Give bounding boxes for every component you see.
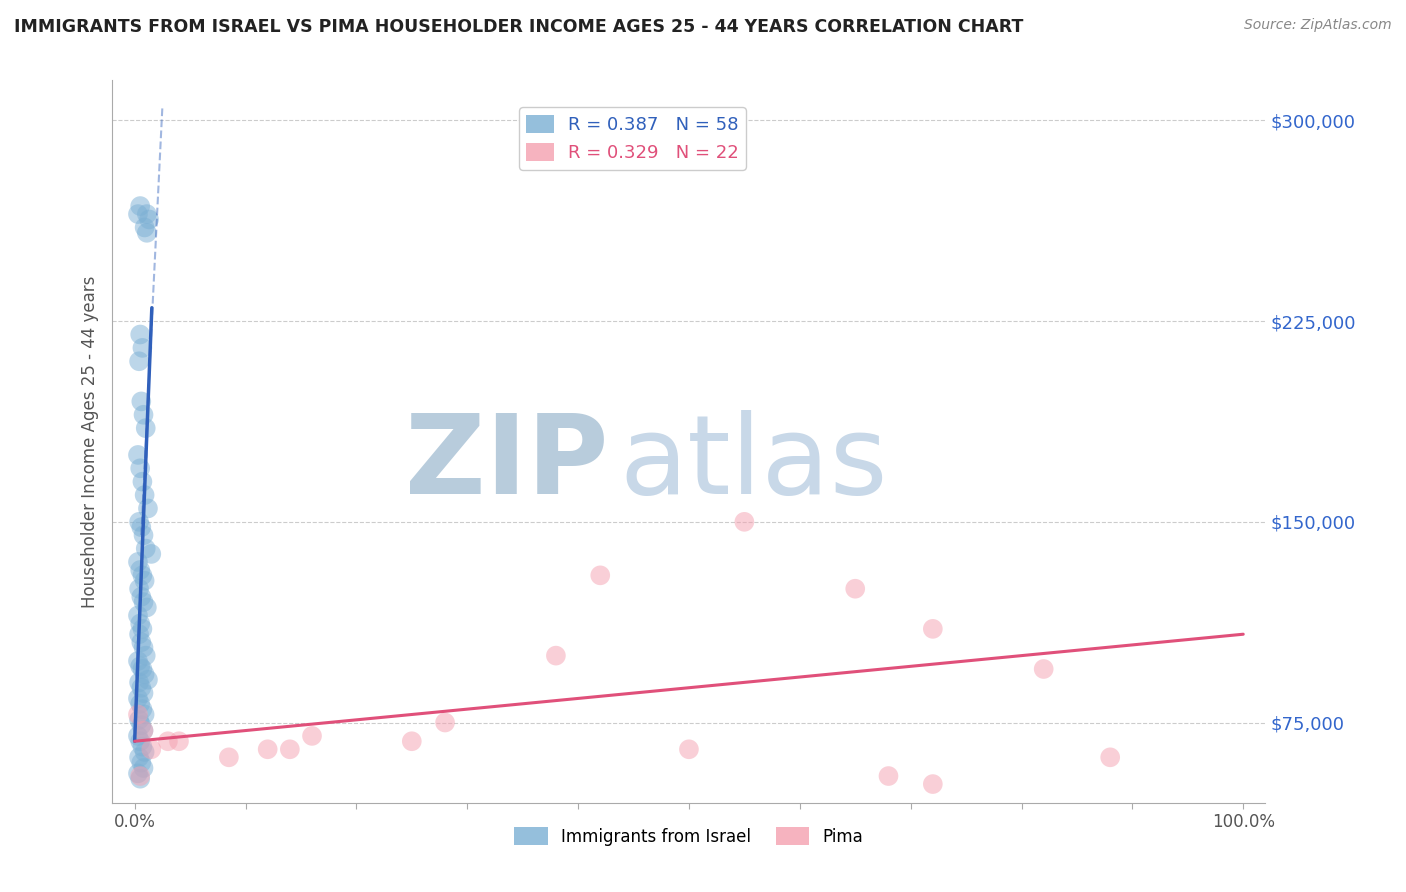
Point xyxy=(256,742,278,756)
Point xyxy=(135,600,157,615)
Point xyxy=(278,742,301,756)
Point xyxy=(132,723,155,738)
Text: Source: ZipAtlas.com: Source: ZipAtlas.com xyxy=(1244,18,1392,32)
Point xyxy=(921,622,943,636)
Point xyxy=(128,713,150,727)
Point xyxy=(127,766,149,780)
Point xyxy=(129,616,152,631)
Point xyxy=(129,769,152,783)
Point xyxy=(156,734,179,748)
Point xyxy=(434,715,457,730)
Point xyxy=(127,555,149,569)
Point xyxy=(136,673,159,687)
Point xyxy=(128,675,150,690)
Point xyxy=(128,515,150,529)
Point xyxy=(1099,750,1122,764)
Point xyxy=(135,541,157,556)
Text: IMMIGRANTS FROM ISRAEL VS PIMA HOUSEHOLDER INCOME AGES 25 - 44 YEARS CORRELATION: IMMIGRANTS FROM ISRAEL VS PIMA HOUSEHOLD… xyxy=(14,18,1024,36)
Point xyxy=(129,563,152,577)
Point xyxy=(921,777,943,791)
Point xyxy=(128,354,150,368)
Point xyxy=(127,654,149,668)
Point xyxy=(127,608,149,623)
Point xyxy=(134,707,156,722)
Point xyxy=(128,750,150,764)
Point xyxy=(134,745,156,759)
Point xyxy=(135,421,157,435)
Point xyxy=(134,667,156,681)
Point xyxy=(131,702,153,716)
Point xyxy=(128,582,150,596)
Point xyxy=(129,772,152,786)
Point xyxy=(129,734,152,748)
Point xyxy=(129,327,152,342)
Point xyxy=(132,595,155,609)
Point xyxy=(678,742,700,756)
Point xyxy=(131,475,153,489)
Point xyxy=(131,590,153,604)
Point xyxy=(131,394,153,409)
Point xyxy=(167,734,190,748)
Point xyxy=(131,756,153,770)
Point xyxy=(131,635,153,649)
Point xyxy=(128,627,150,641)
Point xyxy=(129,461,152,475)
Point xyxy=(141,742,163,756)
Text: ZIP: ZIP xyxy=(405,409,609,516)
Point xyxy=(132,723,155,738)
Legend: Immigrants from Israel, Pima: Immigrants from Israel, Pima xyxy=(508,821,870,852)
Point xyxy=(134,488,156,502)
Point xyxy=(218,750,240,764)
Point xyxy=(129,659,152,673)
Point xyxy=(132,761,155,775)
Point xyxy=(589,568,612,582)
Point xyxy=(1032,662,1054,676)
Point xyxy=(135,226,157,240)
Point xyxy=(131,739,153,754)
Text: atlas: atlas xyxy=(620,409,889,516)
Point xyxy=(127,207,149,221)
Point xyxy=(132,640,155,655)
Point xyxy=(129,199,152,213)
Point xyxy=(127,448,149,462)
Point xyxy=(135,207,157,221)
Point xyxy=(129,697,152,711)
Point xyxy=(127,691,149,706)
Point xyxy=(127,707,149,722)
Point xyxy=(141,547,163,561)
Point xyxy=(132,408,155,422)
Point xyxy=(134,574,156,588)
Point xyxy=(131,622,153,636)
Point xyxy=(401,734,423,748)
Point xyxy=(544,648,567,663)
Point xyxy=(127,729,149,743)
Point xyxy=(132,686,155,700)
Point xyxy=(134,220,156,235)
Point xyxy=(132,528,155,542)
Point xyxy=(844,582,866,596)
Point xyxy=(138,212,160,227)
Point xyxy=(733,515,755,529)
Point xyxy=(135,648,157,663)
Point xyxy=(131,341,153,355)
Point xyxy=(131,718,153,732)
Point xyxy=(131,681,153,695)
Point xyxy=(301,729,323,743)
Point xyxy=(131,568,153,582)
Y-axis label: Householder Income Ages 25 - 44 years: Householder Income Ages 25 - 44 years xyxy=(80,276,98,607)
Point xyxy=(131,520,153,534)
Point xyxy=(877,769,900,783)
Point xyxy=(131,662,153,676)
Point xyxy=(136,501,159,516)
